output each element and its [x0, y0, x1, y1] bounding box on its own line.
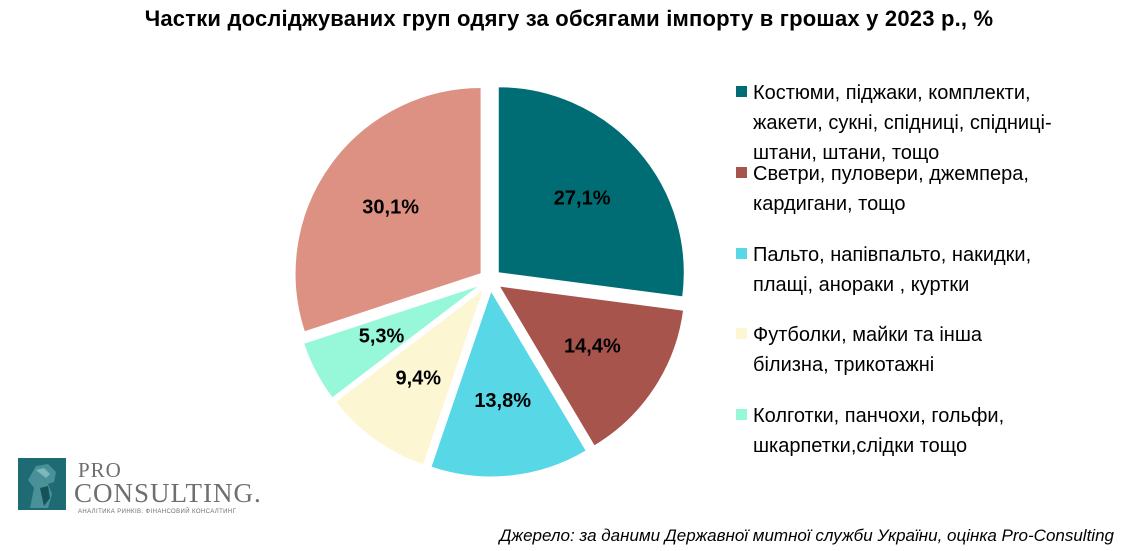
slice-tshirts — [334, 287, 485, 466]
legend-label: Пальто, напівпальто, накидки, плащі, ано… — [753, 244, 1032, 296]
legend-item-sweaters: Светри, пуловери, джемпера, кардигани, т… — [736, 159, 1136, 219]
legend-swatch — [736, 409, 747, 420]
slice-data-label: 30,1% — [362, 196, 419, 218]
pro-consulting-logo: PRO CONSULTING. АНАЛІТИКА РИНКІВ. ФІНАНС… — [18, 458, 261, 518]
slice-hosiery — [302, 284, 481, 399]
slice-coats — [430, 289, 587, 478]
slice-data-label: 27,1% — [554, 187, 611, 209]
slice-data-label: 14,4% — [564, 336, 621, 358]
legend-label: Колготки, панчохи, гольфи, шкарпетки,слі… — [753, 405, 1005, 457]
logo-tagline: АНАЛІТИКА РИНКІВ. ФІНАНСОВИЙ КОНСАЛТИНГ — [78, 509, 237, 515]
legend-item-hosiery: Колготки, панчохи, гольфи, шкарпетки,слі… — [736, 401, 1136, 461]
legend-label: Светри, пуловери, джемпера, кардигани, т… — [753, 163, 1029, 215]
legend-swatch — [736, 167, 747, 178]
legend-swatch — [736, 328, 747, 339]
logo-pro-text: PRO — [78, 458, 122, 482]
legend-label: Футболки, майки та інша білизна, трикота… — [753, 324, 983, 376]
legend-swatch — [736, 248, 747, 259]
legend-swatch — [736, 86, 747, 97]
legend-label: Костюми, піджаки, комплекти, жакети, сук… — [753, 82, 1052, 164]
slice-suits — [497, 86, 685, 298]
legend-item-coats: Пальто, напівпальто, накидки, плащі, ано… — [736, 240, 1136, 300]
horse-head-icon — [18, 458, 66, 510]
logo-consulting-text: CONSULTING. — [74, 478, 262, 508]
legend-item-tshirts: Футболки, майки та інша білизна, трикота… — [736, 320, 1136, 380]
slice-sweaters — [498, 285, 685, 447]
slice-data-label: 9,4% — [396, 368, 442, 390]
legend-item-suits: Костюми, піджаки, комплекти, жакети, сук… — [736, 78, 1136, 168]
chart-title: Частки досліджуваних груп одягу за обсяг… — [144, 6, 994, 31]
pie-chart: 27,1% 14,4% 13,8% 9,4% 5,3% 30,1% — [294, 86, 685, 478]
source-note: Джерело: за даними Державної митної служ… — [499, 526, 1114, 545]
slice-data-label: 13,8% — [474, 390, 531, 412]
slice-data-label: 5,3% — [359, 325, 405, 347]
slice-other — [294, 87, 482, 333]
